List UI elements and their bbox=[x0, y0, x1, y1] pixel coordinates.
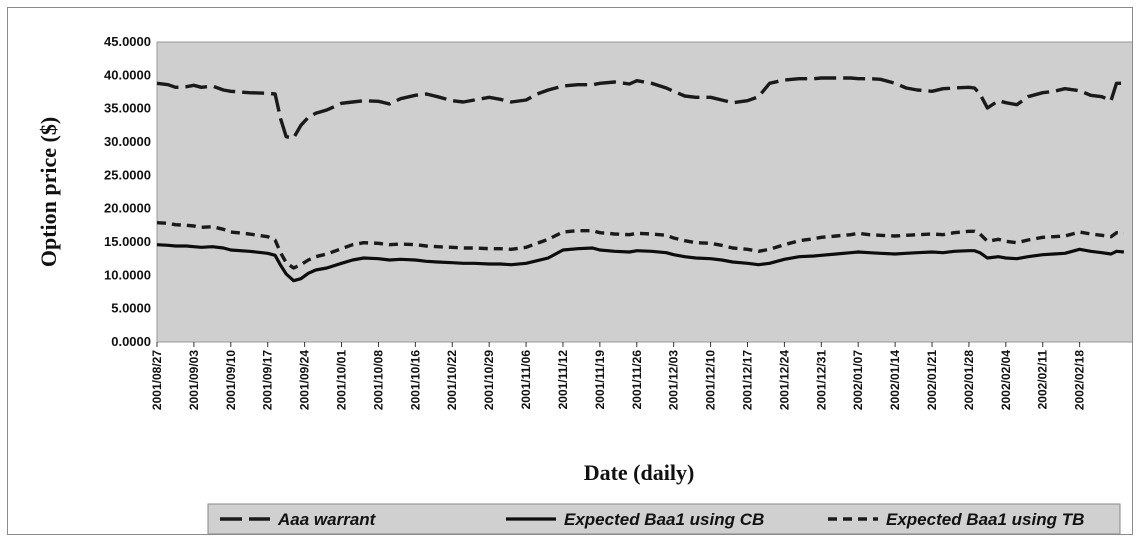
x-tick-label: 2001/11/06 bbox=[519, 350, 533, 410]
x-tick-label: 2001/11/12 bbox=[556, 350, 570, 410]
x-tick-label: 2001/12/10 bbox=[704, 350, 718, 410]
x-tick-label: 2001/08/27 bbox=[150, 350, 164, 410]
x-tick-label: 2001/09/10 bbox=[224, 350, 238, 410]
y-tick-label: 0.0000 bbox=[111, 334, 151, 349]
y-tick-label: 45.0000 bbox=[104, 34, 151, 49]
y-tick-label: 15.0000 bbox=[104, 234, 151, 249]
x-tick-label: 2001/12/17 bbox=[740, 350, 754, 410]
x-tick-label: 2001/09/17 bbox=[261, 350, 275, 410]
x-tick-label: 2001/09/24 bbox=[298, 350, 312, 410]
series-line-0 bbox=[156, 76, 1124, 140]
x-axis-title: Date (daily) bbox=[584, 460, 695, 485]
chart-frame: 45.0000 40.0000 35.0000 30.0000 25.0000 20.00… bbox=[7, 7, 1133, 535]
legend-box bbox=[207, 503, 1121, 534]
legend-label: Aaa warrant bbox=[277, 510, 377, 529]
x-tick-label: 2001/09/03 bbox=[187, 350, 201, 410]
y-tick-label: 10.0000 bbox=[104, 267, 151, 282]
x-tick-label: 2001/11/26 bbox=[630, 350, 644, 410]
x-tick-label: 2001/10/22 bbox=[445, 350, 459, 410]
y-tick-label: 20.0000 bbox=[104, 201, 151, 216]
x-tick-label: 2002/01/14 bbox=[888, 350, 902, 410]
y-tick-label: 5.0000 bbox=[111, 301, 151, 316]
x-axis-ticks: 2001/08/27 2001/09/03 2001/09/10 2001/09/17… bbox=[150, 342, 1087, 410]
x-tick-label: 2001/10/01 bbox=[335, 350, 349, 410]
x-tick-label: 2001/10/29 bbox=[482, 350, 496, 410]
legend-label: Expected Baa1 using TB bbox=[886, 510, 1084, 529]
x-tick-label: 2001/12/03 bbox=[667, 350, 681, 410]
series-line-2 bbox=[156, 221, 1125, 270]
x-tick-label: 2001/10/16 bbox=[408, 350, 422, 410]
series-line-1 bbox=[156, 243, 1125, 283]
x-tick-label: 2001/12/24 bbox=[777, 350, 791, 410]
x-tick-label: 2002/02/18 bbox=[1073, 350, 1087, 410]
x-tick-label: 2002/01/21 bbox=[925, 350, 939, 410]
legend: Aaa warrant Expected Baa1 using CB Expecte… bbox=[207, 503, 1121, 534]
y-axis-title: Option price ($) bbox=[36, 117, 61, 267]
legend-label: Expected Baa1 using CB bbox=[564, 510, 764, 529]
series-lines bbox=[156, 76, 1125, 283]
x-tick-label: 2002/02/11 bbox=[1036, 350, 1050, 410]
x-tick-label: 2001/12/31 bbox=[814, 350, 828, 410]
x-tick-label: 2002/01/07 bbox=[851, 350, 865, 410]
line-chart: 45.0000 40.0000 35.0000 30.0000 25.0000 20.00… bbox=[36, 34, 1132, 534]
y-tick-label: 35.0000 bbox=[104, 101, 151, 116]
x-tick-label: 2002/02/04 bbox=[999, 350, 1013, 410]
x-tick-label: 2001/10/08 bbox=[371, 350, 385, 410]
y-tick-label: 25.0000 bbox=[104, 167, 151, 182]
y-tick-label: 40.0000 bbox=[104, 67, 151, 82]
y-tick-label: 30.0000 bbox=[104, 134, 151, 149]
plot-area bbox=[156, 41, 1132, 343]
x-tick-label: 2001/11/19 bbox=[593, 350, 607, 410]
x-tick-label: 2002/01/28 bbox=[962, 350, 976, 410]
y-axis-ticks: 45.0000 40.0000 35.0000 30.0000 25.0000 20.00… bbox=[104, 34, 151, 349]
